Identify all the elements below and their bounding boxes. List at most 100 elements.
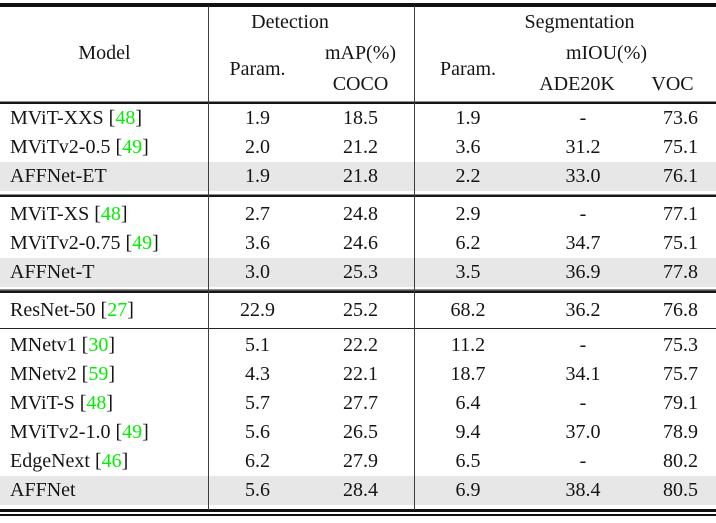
cell-segmentation-param: 6.9: [455, 478, 481, 501]
cell-ade20k: 34.1: [565, 362, 601, 385]
header-miou-percent: mIOU(%): [565, 42, 648, 64]
citation-link[interactable]: 49: [122, 420, 143, 443]
cell-ade20k: -: [579, 202, 587, 225]
citation-link[interactable]: 49: [122, 136, 143, 159]
citation-link[interactable]: 30: [88, 333, 109, 356]
table-row: MNetv1 [30] 5.1 22.2 11.2 - 75.3: [0, 331, 716, 360]
cell-segmentation-param: 6.5: [455, 449, 481, 472]
header-voc: VOC: [651, 73, 694, 95]
model-name: MNetv2: [10, 362, 77, 385]
model-name: MViT-XXS: [10, 107, 104, 130]
cell-detection-coco: 24.6: [343, 231, 378, 254]
cell-segmentation-param: 6.4: [455, 391, 481, 414]
cell-detection-coco: 21.8: [343, 165, 378, 188]
cell-voc: 75.1: [663, 231, 698, 254]
citation-link[interactable]: 27: [107, 299, 128, 322]
model-name: ResNet-50: [10, 299, 96, 322]
top-rule: [0, 3, 716, 7]
cell-segmentation-param: 18.7: [450, 362, 486, 385]
cell-voc: 79.1: [663, 391, 698, 414]
cell-detection-coco: 27.9: [343, 449, 378, 472]
cell-detection-coco: 25.2: [343, 299, 378, 322]
group-separator-thick: [0, 193, 716, 198]
citation-wrap: [48]: [89, 202, 128, 225]
cell-model: AFFNet-T: [0, 258, 209, 287]
table-row: AFFNet-T 3.0 25.3 3.5 36.9 77.8: [0, 257, 716, 287]
cell-detection-coco: 22.2: [343, 333, 378, 356]
cell-detection-coco: 22.1: [343, 362, 378, 385]
table-row: MViT-XS [48] 2.7 24.8 2.9 - 77.1: [0, 200, 716, 229]
table-row: MViTv2-0.75 [49] 3.6 24.6 6.2 34.7 75.1: [0, 229, 716, 258]
table-row: AFFNet 5.6 28.4 6.9 38.4 80.5: [0, 475, 716, 505]
cell-model: ResNet-50 [27]: [0, 295, 209, 326]
table-row: MViT-XXS [48] 1.9 18.5 1.9 - 73.6: [0, 104, 716, 133]
model-name: AFFNet: [10, 478, 76, 501]
citation-link[interactable]: 49: [132, 231, 153, 254]
citation-link[interactable]: 46: [101, 449, 122, 472]
citation-wrap: [49]: [110, 136, 149, 159]
cell-detection-param: 3.0: [245, 260, 270, 283]
cell-detection-param: 1.9: [245, 165, 270, 188]
cell-segmentation-param: 3.5: [455, 260, 481, 283]
vertical-divider-detection-segmentation: [414, 6, 416, 510]
cell-detection-param: 3.6: [245, 231, 270, 254]
cell-detection-param: 2.0: [245, 136, 270, 159]
cell-detection-coco: 24.8: [343, 202, 378, 225]
cell-detection-param: 5.1: [245, 333, 270, 356]
cell-model: MViTv2-0.5 [49]: [0, 133, 209, 162]
vertical-divider-model-detection: [208, 6, 210, 510]
cell-voc: 73.6: [663, 107, 698, 130]
model-name: MViT-S: [10, 391, 75, 414]
cell-detection-param: 1.9: [245, 107, 270, 130]
model-name: EdgeNext: [10, 449, 90, 472]
cell-voc: 75.1: [663, 136, 698, 159]
model-name: MViT-XS: [10, 202, 90, 225]
header-segmentation-param: Param.: [439, 58, 497, 80]
cell-model: MViT-XS [48]: [0, 200, 209, 229]
citation-link[interactable]: 48: [86, 391, 107, 414]
cell-detection-coco: 28.4: [343, 478, 378, 501]
citation-wrap: [27]: [95, 299, 134, 322]
model-name: MViTv2-1.0: [10, 420, 111, 443]
cell-ade20k: 31.2: [565, 136, 601, 159]
table-row: MViTv2-1.0 [49] 5.6 26.5 9.4 37.0 78.9: [0, 418, 716, 447]
cell-model: MNetv1 [30]: [0, 331, 209, 360]
cell-voc: 77.1: [663, 202, 698, 225]
citation-link[interactable]: 48: [100, 202, 121, 225]
citation-link[interactable]: 59: [88, 362, 109, 385]
cell-detection-coco: 27.7: [343, 391, 378, 414]
citation-wrap: [48]: [103, 107, 142, 130]
cell-segmentation-param: 68.2: [450, 299, 486, 322]
cell-voc: 76.1: [663, 165, 698, 188]
cell-model: MNetv2 [59]: [0, 360, 209, 389]
table-header: Model Detection Segmentation Param. mAP(…: [0, 7, 716, 101]
cell-model: MViT-S [48]: [0, 389, 209, 418]
cell-model: EdgeNext [46]: [0, 447, 209, 476]
cell-ade20k: -: [579, 107, 587, 130]
cell-voc: 77.8: [663, 260, 698, 283]
cell-ade20k: 33.0: [565, 165, 601, 188]
citation-link[interactable]: 48: [115, 107, 136, 130]
cell-voc: 80.2: [663, 449, 698, 472]
group-separator-thin: [0, 327, 716, 330]
model-name: MViTv2-0.5: [10, 136, 111, 159]
cell-detection-param: 5.7: [245, 391, 270, 414]
cell-segmentation-param: 2.2: [455, 165, 481, 188]
cell-model: AFFNet-ET: [0, 162, 209, 191]
citation-wrap: [59]: [76, 362, 116, 385]
model-name: AFFNet-ET: [10, 165, 107, 188]
cell-detection-param: 22.9: [240, 299, 275, 322]
header-detection-param: Param.: [229, 58, 286, 80]
cell-detection-param: 4.3: [245, 362, 270, 385]
cell-ade20k: 36.2: [565, 299, 601, 322]
model-name: MViTv2-0.75: [10, 231, 121, 254]
table-row: AFFNet-ET 1.9 21.8 2.2 33.0 76.1: [0, 162, 716, 192]
cell-model: AFFNet: [0, 476, 209, 505]
table-row: EdgeNext [46] 6.2 27.9 6.5 - 80.2: [0, 447, 716, 476]
cell-detection-coco: 26.5: [343, 420, 378, 443]
model-name: MNetv1: [10, 333, 77, 356]
citation-wrap: [48]: [74, 391, 114, 414]
header-map-percent: mAP(%): [324, 42, 397, 64]
cell-ade20k: -: [579, 333, 587, 356]
